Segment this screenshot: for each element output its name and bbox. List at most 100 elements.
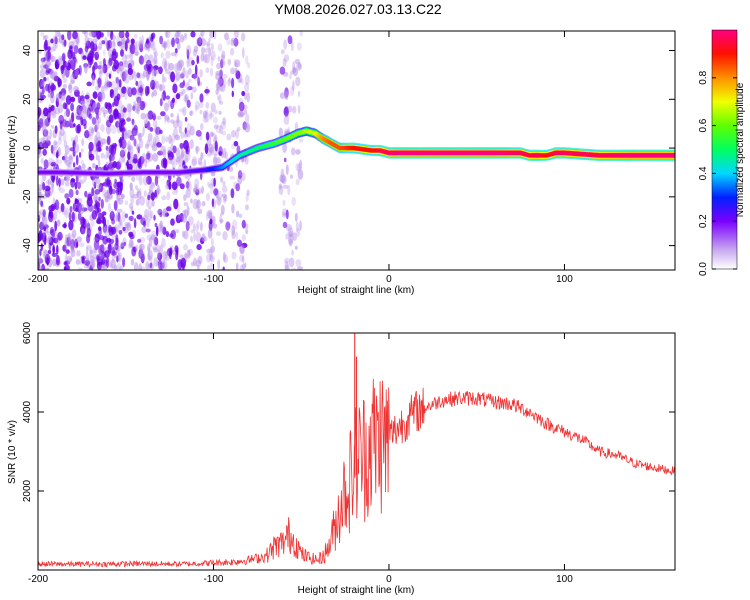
noise-speckle	[86, 81, 92, 87]
noise-speckle	[149, 126, 154, 132]
noise-speckle	[213, 156, 218, 166]
noise-speckle	[102, 188, 107, 198]
colorbar-tick-label: 0.0	[698, 262, 709, 276]
noise-speckle	[198, 33, 204, 43]
colorbar-tick-label: 0.2	[698, 214, 709, 228]
noise-speckle	[157, 184, 160, 195]
noise-speckle	[129, 53, 134, 61]
noise-speckle	[50, 226, 54, 234]
noise-speckle	[208, 47, 212, 57]
noise-speckle	[241, 263, 246, 270]
noise-speckle	[72, 31, 78, 40]
noise-speckle	[49, 209, 54, 219]
noise-speckle	[89, 249, 93, 255]
noise-speckle	[205, 192, 210, 202]
noise-speckle	[153, 257, 159, 267]
noise-speckle	[94, 51, 99, 61]
noise-speckle	[160, 111, 166, 117]
noise-speckle	[189, 110, 194, 116]
noise-speckle	[171, 190, 178, 195]
noise-speckle	[202, 236, 208, 242]
noise-speckle	[222, 251, 226, 262]
noise-speckle	[151, 143, 158, 152]
noise-speckle	[102, 245, 106, 253]
noise-speckle	[51, 70, 56, 81]
spectrogram-x-tick-label: -100	[203, 274, 223, 285]
noise-speckle	[102, 63, 108, 74]
noise-speckle	[66, 162, 72, 168]
noise-speckle	[39, 264, 43, 270]
noise-speckle	[242, 255, 245, 264]
noise-speckle	[122, 138, 127, 148]
noise-speckle	[180, 131, 185, 139]
noise-speckle	[92, 247, 97, 254]
noise-speckle	[210, 252, 213, 261]
noise-speckle	[108, 259, 112, 268]
noise-speckle	[175, 214, 182, 224]
noise-speckle	[126, 222, 132, 231]
noise-speckle	[162, 149, 167, 158]
noise-speckle	[103, 216, 106, 227]
noise-speckle	[179, 142, 184, 149]
noise-speckle	[87, 245, 93, 251]
noise-speckle	[150, 181, 155, 187]
noise-speckle	[219, 214, 223, 225]
noise-speckle	[43, 226, 47, 232]
noise-speckle	[71, 211, 75, 222]
noise-speckle	[287, 227, 294, 238]
noise-speckle	[165, 31, 168, 38]
noise-speckle	[128, 231, 134, 237]
noise-speckle	[140, 155, 145, 166]
noise-speckle	[73, 85, 79, 93]
noise-speckle	[214, 140, 218, 152]
noise-speckle	[280, 168, 285, 179]
noise-speckle	[157, 263, 164, 270]
noise-speckle	[163, 76, 167, 83]
noise-speckle	[288, 73, 292, 80]
noise-speckle	[157, 252, 163, 261]
noise-speckle	[80, 98, 86, 107]
noise-speckle	[209, 218, 213, 225]
noise-speckle	[111, 93, 118, 99]
noise-speckle	[213, 177, 216, 187]
noise-speckle	[284, 259, 289, 270]
noise-speckle	[40, 200, 44, 207]
noise-speckle	[113, 181, 120, 189]
noise-speckle	[154, 189, 157, 198]
noise-speckle	[167, 150, 172, 156]
noise-speckle	[166, 206, 172, 212]
noise-speckle	[42, 148, 47, 156]
noise-speckle	[162, 41, 168, 49]
noise-speckle	[142, 126, 145, 135]
noise-speckle	[219, 124, 224, 135]
noise-speckle	[204, 89, 210, 94]
noise-speckle	[214, 109, 219, 115]
noise-speckle	[175, 159, 178, 166]
noise-speckle	[200, 31, 205, 37]
noise-speckle	[168, 62, 175, 71]
noise-speckle	[63, 39, 67, 47]
noise-speckle	[124, 200, 129, 206]
noise-speckle	[278, 185, 284, 196]
noise-speckle	[177, 155, 184, 167]
noise-speckle	[117, 251, 123, 263]
noise-speckle	[100, 124, 105, 132]
noise-speckle	[147, 251, 151, 261]
noise-speckle	[241, 90, 246, 97]
noise-speckle	[73, 143, 80, 154]
noise-speckle	[150, 40, 156, 51]
noise-speckle	[119, 150, 125, 159]
noise-speckle	[188, 67, 192, 76]
noise-speckle	[119, 149, 126, 158]
noise-speckle	[285, 224, 292, 232]
noise-speckle	[102, 49, 106, 56]
noise-speckle	[67, 255, 73, 262]
noise-speckle	[40, 58, 46, 65]
noise-speckle	[279, 92, 285, 99]
noise-speckle	[64, 181, 70, 187]
noise-speckle	[222, 266, 225, 270]
noise-speckle	[127, 63, 132, 70]
noise-speckle	[98, 42, 103, 50]
noise-speckle	[234, 59, 241, 68]
noise-speckle	[181, 150, 184, 158]
